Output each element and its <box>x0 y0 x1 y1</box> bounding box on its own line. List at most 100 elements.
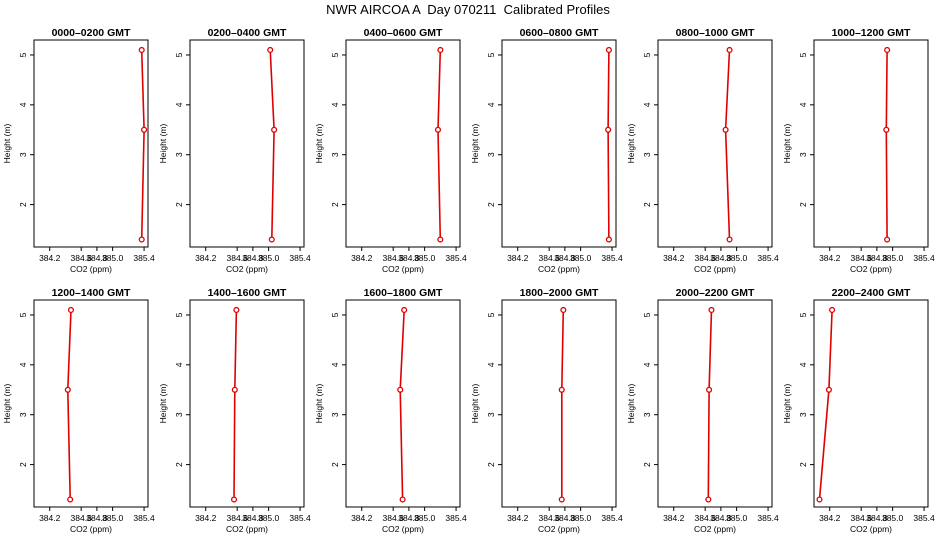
data-point <box>67 496 74 503</box>
y-axis-label: Height (m) <box>2 384 12 424</box>
plot-frame <box>33 39 149 248</box>
x-tick-label: 385.0 <box>570 253 592 263</box>
y-tick-label: 2 <box>642 202 652 207</box>
data-point <box>605 126 612 133</box>
x-axis-label: CO2 (ppm) <box>538 264 580 274</box>
panel-title: 1000–1200 GMT <box>832 27 911 39</box>
y-axis-label: Height (m) <box>470 124 480 164</box>
y-tick-label: 4 <box>18 102 28 107</box>
y-tick-label: 4 <box>174 362 184 367</box>
y-tick-label: 5 <box>330 52 340 57</box>
x-tick-label: 384.8 <box>86 513 108 523</box>
x-tick-label: 385.0 <box>414 513 436 523</box>
data-point <box>722 126 729 133</box>
x-tick-label: 384.6 <box>851 253 873 263</box>
series-line <box>607 49 610 240</box>
y-axis-label: Height (m) <box>782 384 792 424</box>
data-point <box>706 386 713 393</box>
y-tick-label: 5 <box>18 52 28 57</box>
y-tick-label: 2 <box>330 202 340 207</box>
y-tick-label: 5 <box>174 52 184 57</box>
data-point <box>141 126 148 133</box>
y-tick-label: 3 <box>486 412 496 417</box>
y-axis-label: Height (m) <box>626 384 636 424</box>
x-tick-label: 384.8 <box>554 253 576 263</box>
x-axis-label: CO2 (ppm) <box>694 524 736 534</box>
y-tick-label: 2 <box>486 202 496 207</box>
x-tick-label: 385.4 <box>445 513 467 523</box>
series-line <box>437 49 442 240</box>
x-tick-label: 384.6 <box>695 253 717 263</box>
x-tick-label: 384.8 <box>242 513 264 523</box>
x-tick-label: 385.4 <box>601 513 623 523</box>
y-tick-label: 2 <box>18 462 28 467</box>
panel-title: 0800–1000 GMT <box>676 27 755 39</box>
x-tick-label: 384.8 <box>866 253 888 263</box>
data-point <box>401 306 408 314</box>
y-tick-label: 5 <box>642 52 652 57</box>
x-tick-label: 385.0 <box>726 253 748 263</box>
x-tick-label: 384.6 <box>851 513 873 523</box>
x-tick-label: 385.4 <box>133 513 155 523</box>
data-point <box>884 46 891 54</box>
data-point <box>605 236 612 243</box>
data-point <box>67 306 75 314</box>
y-tick-label: 4 <box>330 362 340 367</box>
data-point <box>437 236 444 243</box>
series-line <box>269 49 275 240</box>
y-tick-label: 2 <box>330 462 340 467</box>
y-axis-label: Height (m) <box>314 384 324 424</box>
data-point <box>230 496 238 503</box>
y-tick-label: 5 <box>18 312 28 317</box>
x-axis-label: CO2 (ppm) <box>226 524 268 534</box>
panel-title: 0200–0400 GMT <box>208 27 287 39</box>
data-point <box>138 46 145 54</box>
x-tick-label: 384.2 <box>39 513 61 523</box>
plot-frame <box>189 39 305 248</box>
data-point <box>231 386 238 393</box>
data-point <box>138 236 145 243</box>
panel-title: 1800–2000 GMT <box>520 287 599 299</box>
y-tick-label: 5 <box>642 312 652 317</box>
x-tick-label: 385.4 <box>913 513 935 523</box>
y-tick-label: 2 <box>642 462 652 467</box>
x-tick-label: 384.8 <box>398 253 420 263</box>
series-line <box>707 309 713 500</box>
data-point <box>271 126 278 133</box>
y-tick-label: 3 <box>174 412 184 417</box>
x-tick-label: 384.8 <box>866 513 888 523</box>
x-tick-label: 384.2 <box>507 253 529 263</box>
x-tick-label: 384.8 <box>554 513 576 523</box>
x-tick-label: 385.4 <box>289 253 311 263</box>
x-tick-label: 384.2 <box>195 513 217 523</box>
data-point <box>399 496 406 503</box>
x-tick-label: 384.6 <box>539 513 561 523</box>
x-tick-label: 385.4 <box>757 253 779 263</box>
data-point <box>558 386 565 393</box>
series-line <box>885 49 888 240</box>
y-tick-label: 3 <box>18 412 28 417</box>
data-point <box>397 386 404 393</box>
x-axis-label: CO2 (ppm) <box>70 264 112 274</box>
x-tick-label: 384.6 <box>71 513 93 523</box>
x-tick-label: 384.6 <box>383 253 405 263</box>
x-axis-label: CO2 (ppm) <box>70 524 112 534</box>
y-tick-label: 2 <box>174 462 184 467</box>
x-tick-label: 384.8 <box>398 513 420 523</box>
y-tick-label: 3 <box>798 152 808 157</box>
plot-frame <box>345 299 461 508</box>
y-tick-label: 4 <box>486 362 496 367</box>
plot-frame <box>501 39 617 248</box>
data-point <box>560 306 567 314</box>
x-tick-label: 385.0 <box>882 513 904 523</box>
y-tick-label: 2 <box>174 202 184 207</box>
x-tick-label: 384.2 <box>819 513 841 523</box>
y-tick-label: 2 <box>18 202 28 207</box>
x-tick-label: 385.4 <box>601 253 623 263</box>
y-tick-label: 5 <box>486 52 496 57</box>
y-tick-label: 3 <box>174 152 184 157</box>
